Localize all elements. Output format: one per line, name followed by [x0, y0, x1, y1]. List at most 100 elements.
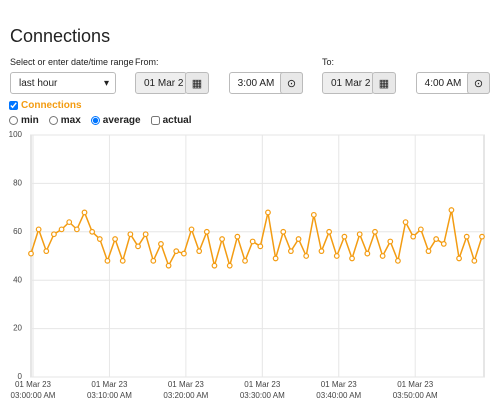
- data-point: [203, 228, 210, 235]
- range-label: Select or enter date/time range: [10, 57, 134, 67]
- x-tick-line: 03:30:00 AM: [240, 391, 285, 400]
- x-tick-line: 01 Mar 23: [168, 380, 205, 389]
- mode-option[interactable]: average: [90, 115, 141, 126]
- mode-label: actual: [162, 115, 192, 126]
- from-label: From:: [135, 57, 159, 67]
- y-tick-label: 40: [13, 275, 22, 284]
- x-tick-line: 01 Mar 23: [15, 380, 52, 389]
- data-point: [127, 231, 134, 238]
- x-tick-line: 03:20:00 AM: [163, 391, 208, 400]
- data-point: [448, 207, 455, 213]
- data-point: [142, 231, 149, 238]
- data-point: [456, 255, 462, 262]
- data-point: [410, 233, 417, 240]
- data-point: [433, 236, 440, 242]
- mode-option[interactable]: max: [48, 115, 81, 126]
- mode-label: average: [102, 115, 141, 126]
- data-point: [234, 233, 241, 240]
- data-point: [219, 236, 226, 242]
- from-calendar-button[interactable]: ▦: [185, 72, 209, 94]
- x-tick-line: 03:50:00 AM: [393, 391, 438, 400]
- data-point: [463, 233, 470, 240]
- data-point: [158, 240, 164, 247]
- mode-input[interactable]: [150, 116, 160, 125]
- mode-input[interactable]: [9, 116, 18, 125]
- data-point: [96, 236, 103, 242]
- data-point: [104, 257, 111, 264]
- from-clock-button[interactable]: ⊙: [280, 72, 303, 94]
- data-point: [89, 228, 96, 235]
- data-point: [28, 250, 34, 257]
- data-point: [379, 253, 386, 259]
- data-point: [395, 257, 401, 264]
- data-point: [81, 209, 88, 216]
- from-date[interactable]: 01 Mar 2: [135, 72, 187, 94]
- data-point: [356, 231, 363, 238]
- x-tick-line: 01 Mar 23: [91, 380, 128, 389]
- mode-option[interactable]: min: [9, 115, 39, 126]
- x-tick-line: 03:40:00 AM: [316, 391, 361, 400]
- data-point: [35, 226, 42, 233]
- data-point: [249, 238, 256, 245]
- mode-option[interactable]: actual: [150, 115, 192, 126]
- plot-frame: [30, 134, 485, 378]
- data-point: [173, 248, 180, 255]
- data-point: [318, 248, 325, 255]
- x-tick-label: 01 Mar 23 03:50:00 AM: [393, 380, 438, 400]
- y-tick-label: 80: [13, 179, 22, 188]
- x-tick-label: 01 Mar 23 03:10:00 AM: [87, 380, 132, 400]
- to-date[interactable]: 01 Mar 2: [322, 72, 374, 94]
- data-point: [211, 262, 218, 269]
- y-tick-label: 60: [13, 227, 22, 236]
- data-point: [280, 228, 287, 235]
- x-tick-line: 01 Mar 23: [321, 380, 358, 389]
- data-point: [272, 255, 279, 262]
- data-point: [51, 231, 57, 238]
- mode-label: min: [21, 115, 39, 126]
- mode-input[interactable]: [90, 116, 100, 125]
- data-point: [425, 248, 432, 255]
- x-tick-line: 03:00:00 AM: [11, 391, 56, 400]
- data-point: [372, 228, 378, 235]
- data-point: [303, 253, 310, 259]
- x-tick-line: 03:10:00 AM: [87, 391, 132, 400]
- data-point: [310, 211, 317, 218]
- series-label: Connections: [21, 100, 82, 111]
- mode-options: min max average actual: [9, 115, 192, 126]
- y-tick-label: 20: [13, 324, 22, 333]
- data-point: [180, 250, 187, 257]
- data-point: [265, 209, 271, 216]
- data-point: [43, 248, 50, 255]
- data-point: [417, 226, 424, 233]
- series-checkbox[interactable]: [9, 101, 18, 110]
- page-title: Connections: [10, 26, 111, 46]
- data-point: [333, 253, 340, 259]
- data-point: [242, 257, 248, 264]
- data-point: [226, 262, 233, 269]
- mode-input[interactable]: [48, 116, 58, 125]
- data-point: [73, 226, 80, 233]
- to-calendar-button[interactable]: ▦: [372, 72, 396, 94]
- data-point: [387, 238, 394, 245]
- mode-label: max: [60, 115, 81, 126]
- y-tick-label: 100: [9, 130, 23, 139]
- x-tick-label: 01 Mar 23 03:30:00 AM: [240, 380, 285, 400]
- y-tick-label: 0: [18, 372, 23, 381]
- data-point: [196, 248, 203, 255]
- data-point: [66, 219, 73, 226]
- range-select[interactable]: last hour ▾: [10, 72, 116, 94]
- data-point: [119, 257, 126, 264]
- data-point: [135, 243, 141, 250]
- data-point: [440, 240, 447, 247]
- range-value: last hour: [19, 77, 58, 89]
- data-point: [257, 243, 264, 250]
- x-tick-line: 01 Mar 23: [244, 380, 281, 389]
- data-point: [471, 257, 478, 264]
- x-tick-label: 01 Mar 23 03:00:00 AM: [11, 380, 56, 400]
- series-toggle[interactable]: Connections: [9, 100, 82, 111]
- x-tick-label: 01 Mar 23 03:20:00 AM: [163, 380, 208, 400]
- data-point: [326, 228, 333, 235]
- data-point: [479, 233, 485, 240]
- to-clock-button[interactable]: ⊙: [467, 72, 490, 94]
